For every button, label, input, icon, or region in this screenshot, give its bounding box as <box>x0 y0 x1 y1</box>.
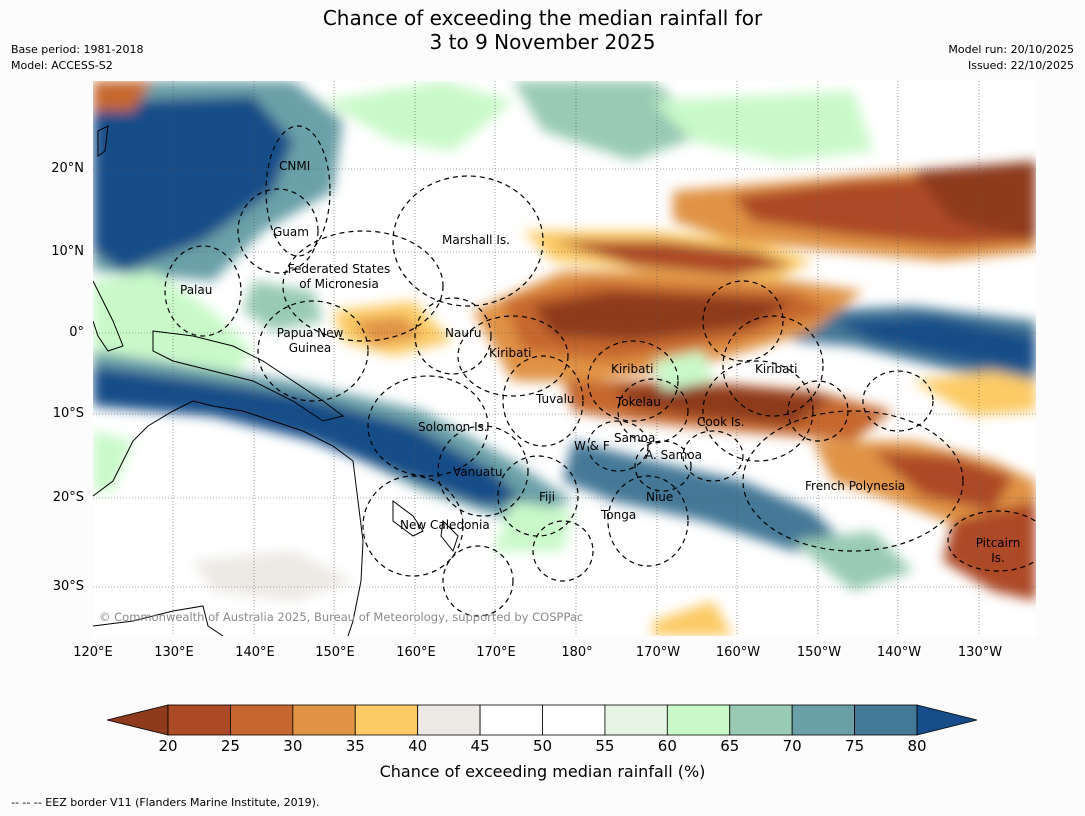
label-tonga: Tonga <box>600 508 636 522</box>
colorbar-bin <box>791 704 855 736</box>
copyright-text: © Commonwealth of Australia 2025, Bureau… <box>99 610 583 624</box>
colorbar-label: Chance of exceeding median rainfall (%) <box>379 762 706 781</box>
y-tick-20n: 20°N <box>51 161 84 176</box>
y-tick-10s: 10°S <box>52 406 84 421</box>
label-solomon: Solomon Is. <box>418 420 488 434</box>
title-line-1: Chance of exceeding the median rainfall … <box>322 6 763 30</box>
colorbar-tick: 30 <box>283 737 303 755</box>
colorbar-tick: 50 <box>532 737 553 755</box>
label-marshall: Marshall Is. <box>442 233 510 247</box>
colorbar-bin <box>167 704 231 736</box>
colorbar-bin <box>854 704 918 736</box>
colorbar-tick: 75 <box>845 737 865 755</box>
label-samoa: Samoa <box>614 431 655 445</box>
title-line-2: 3 to 9 November 2025 <box>429 30 656 54</box>
colorbar-tick: 25 <box>220 737 240 755</box>
colorbar-above-triangle <box>916 704 978 736</box>
colorbar-tick: 55 <box>595 737 615 755</box>
model-text: Model: ACCESS-S2 <box>11 59 113 72</box>
x-tick-160w: 160°W <box>715 645 761 660</box>
colorbar-tick: 20 <box>158 737 178 755</box>
base-period-text: Base period: 1981-2018 <box>11 43 144 56</box>
rainfall-map: CNMI Guam Marshall Is. Federated States … <box>93 81 1036 636</box>
colorbar-tick: 80 <box>907 737 927 755</box>
x-tick-150w: 150°W <box>796 645 842 660</box>
colorbar <box>107 704 978 736</box>
graticule <box>93 81 1036 636</box>
colorbar-bin <box>417 704 481 736</box>
label-cnmi: CNMI <box>279 159 310 173</box>
colorbar-bin <box>230 704 294 736</box>
label-fiji: Fiji <box>539 490 555 504</box>
colorbar-bin <box>479 704 543 736</box>
x-tick-130w: 130°W <box>957 645 1003 660</box>
colorbar-bins <box>167 704 918 736</box>
meta-right: Model run: 20/10/2025 Issued: 22/10/2025 <box>948 42 1074 74</box>
label-kiribati-west: Kiribati <box>489 346 531 360</box>
colorbar-bin <box>729 704 793 736</box>
label-guam: Guam <box>273 225 309 239</box>
x-tick-180: 180° <box>561 645 593 660</box>
colorbar-bin <box>604 704 668 736</box>
label-american-samoa: A. Samoa <box>645 448 702 462</box>
colorbar-tick: 65 <box>720 737 740 755</box>
region-labels: CNMI Guam Marshall Is. Federated States … <box>180 159 1020 565</box>
x-tick-130e: 130°E <box>154 645 194 660</box>
colorbar-bin <box>354 704 419 736</box>
x-tick-150e: 150°E <box>315 645 355 660</box>
colorbar-tick: 45 <box>470 737 490 755</box>
colorbar-tick: 70 <box>782 737 802 755</box>
label-vanuatu: Vanuatu <box>453 465 503 479</box>
rainfall-map-svg: CNMI Guam Marshall Is. Federated States … <box>93 81 1036 636</box>
x-tick-140e: 140°E <box>235 645 275 660</box>
colorbar-bin <box>542 704 606 736</box>
label-french-polynesia: French Polynesia <box>805 479 905 493</box>
y-tick-0: 0° <box>69 325 84 340</box>
label-fsm-1: Federated States <box>288 262 390 276</box>
colorbar-tick: 35 <box>345 737 365 755</box>
colorbar-below-triangle <box>107 704 169 736</box>
x-tick-160e: 160°E <box>396 645 436 660</box>
model-run-text: Model run: 20/10/2025 <box>948 43 1074 56</box>
y-tick-20s: 20°S <box>52 490 84 505</box>
label-niue: Niue <box>646 490 673 504</box>
label-nauru: Nauru <box>445 326 481 340</box>
colorbar-bin <box>666 704 731 736</box>
footer-eez-note: -- -- -- EEZ border V11 (Flanders Marine… <box>11 796 320 809</box>
eez-borders <box>164 125 1036 617</box>
x-tick-120e: 120°E <box>73 645 113 660</box>
label-kiribati-central: Kiribati <box>611 362 653 376</box>
issued-text: Issued: 22/10/2025 <box>967 59 1074 72</box>
colorbar-tick: 60 <box>657 737 677 755</box>
label-pitcairn-2: Is. <box>991 551 1005 565</box>
coastlines <box>93 125 459 636</box>
meta-left: Base period: 1981-2018 Model: ACCESS-S2 <box>11 42 143 74</box>
map-title: Chance of exceeding the median rainfall … <box>0 6 1085 54</box>
y-tick-10n: 10°N <box>51 244 84 259</box>
colorbar-tick: 40 <box>408 737 428 755</box>
label-tokelau: Tokelau <box>615 395 661 409</box>
label-kiribati-east: Kiribati <box>755 362 797 376</box>
label-png-1: Papua New <box>277 326 344 340</box>
x-tick-170e: 170°E <box>476 645 516 660</box>
x-tick-140w: 140°W <box>876 645 922 660</box>
label-cook: Cook Is. <box>697 415 744 429</box>
label-new-caledonia: New Caledonia <box>400 518 490 532</box>
label-png-2: Guinea <box>289 341 332 355</box>
label-wf: W & F <box>574 439 610 453</box>
label-fsm-2: of Micronesia <box>299 277 379 291</box>
x-tick-170w: 170°W <box>635 645 681 660</box>
label-palau: Palau <box>180 283 212 297</box>
rainfall-shading <box>93 81 1036 636</box>
colorbar-bin <box>292 704 356 736</box>
label-pitcairn-1: Pitcairn <box>976 536 1021 550</box>
label-tuvalu: Tuvalu <box>535 392 575 406</box>
y-tick-30s: 30°S <box>52 579 84 594</box>
